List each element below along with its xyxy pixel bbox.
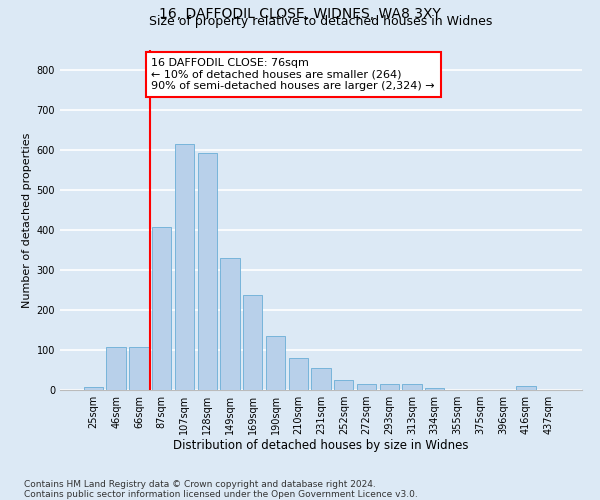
Bar [243, 295, 262, 390]
Bar [334, 380, 353, 390]
Bar [289, 358, 308, 390]
Y-axis label: Number of detached properties: Number of detached properties [22, 132, 32, 308]
Bar [84, 387, 103, 390]
Bar [197, 153, 217, 390]
Bar [425, 388, 445, 390]
Bar [403, 384, 422, 390]
Text: 16 DAFFODIL CLOSE: 76sqm
← 10% of detached houses are smaller (264)
90% of semi-: 16 DAFFODIL CLOSE: 76sqm ← 10% of detach… [151, 58, 435, 91]
Bar [106, 347, 126, 390]
X-axis label: Distribution of detached houses by size in Widnes: Distribution of detached houses by size … [173, 438, 469, 452]
Bar [152, 227, 172, 390]
Bar [516, 386, 536, 390]
Title: Size of property relative to detached houses in Widnes: Size of property relative to detached ho… [149, 15, 493, 28]
Bar [129, 347, 149, 390]
Bar [266, 336, 285, 390]
Bar [220, 258, 239, 390]
Bar [175, 144, 194, 390]
Bar [357, 384, 376, 390]
Bar [380, 384, 399, 390]
Bar [311, 368, 331, 390]
Text: Contains HM Land Registry data © Crown copyright and database right 2024.
Contai: Contains HM Land Registry data © Crown c… [24, 480, 418, 499]
Text: 16, DAFFODIL CLOSE, WIDNES, WA8 3XY: 16, DAFFODIL CLOSE, WIDNES, WA8 3XY [159, 8, 441, 22]
